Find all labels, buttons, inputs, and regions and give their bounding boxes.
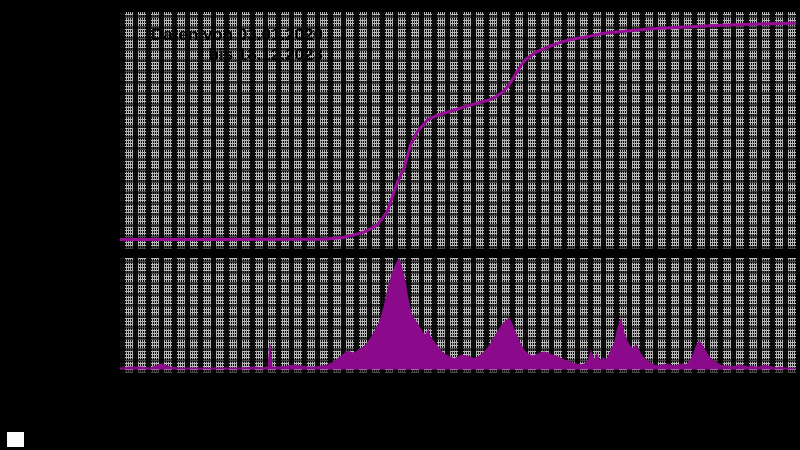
daily-values-area-chart — [120, 258, 796, 370]
daily-values-area — [120, 258, 796, 370]
cumulative-line — [120, 21, 796, 241]
cumulative-chart-panel: Daten von 03.01.2020 bis 18.12.2023 — [120, 12, 796, 249]
daily-values-chart-panel — [120, 258, 796, 373]
legend-white-square — [7, 432, 24, 447]
annotation-line-2: bis 18.12.2023 — [208, 45, 323, 64]
date-range-annotation: Daten von 03.01.2020 bis 18.12.2023 — [143, 25, 323, 65]
cumulative-line-chart — [120, 21, 796, 241]
annotation-line-1: Daten von 03.01.2020 — [151, 25, 323, 44]
